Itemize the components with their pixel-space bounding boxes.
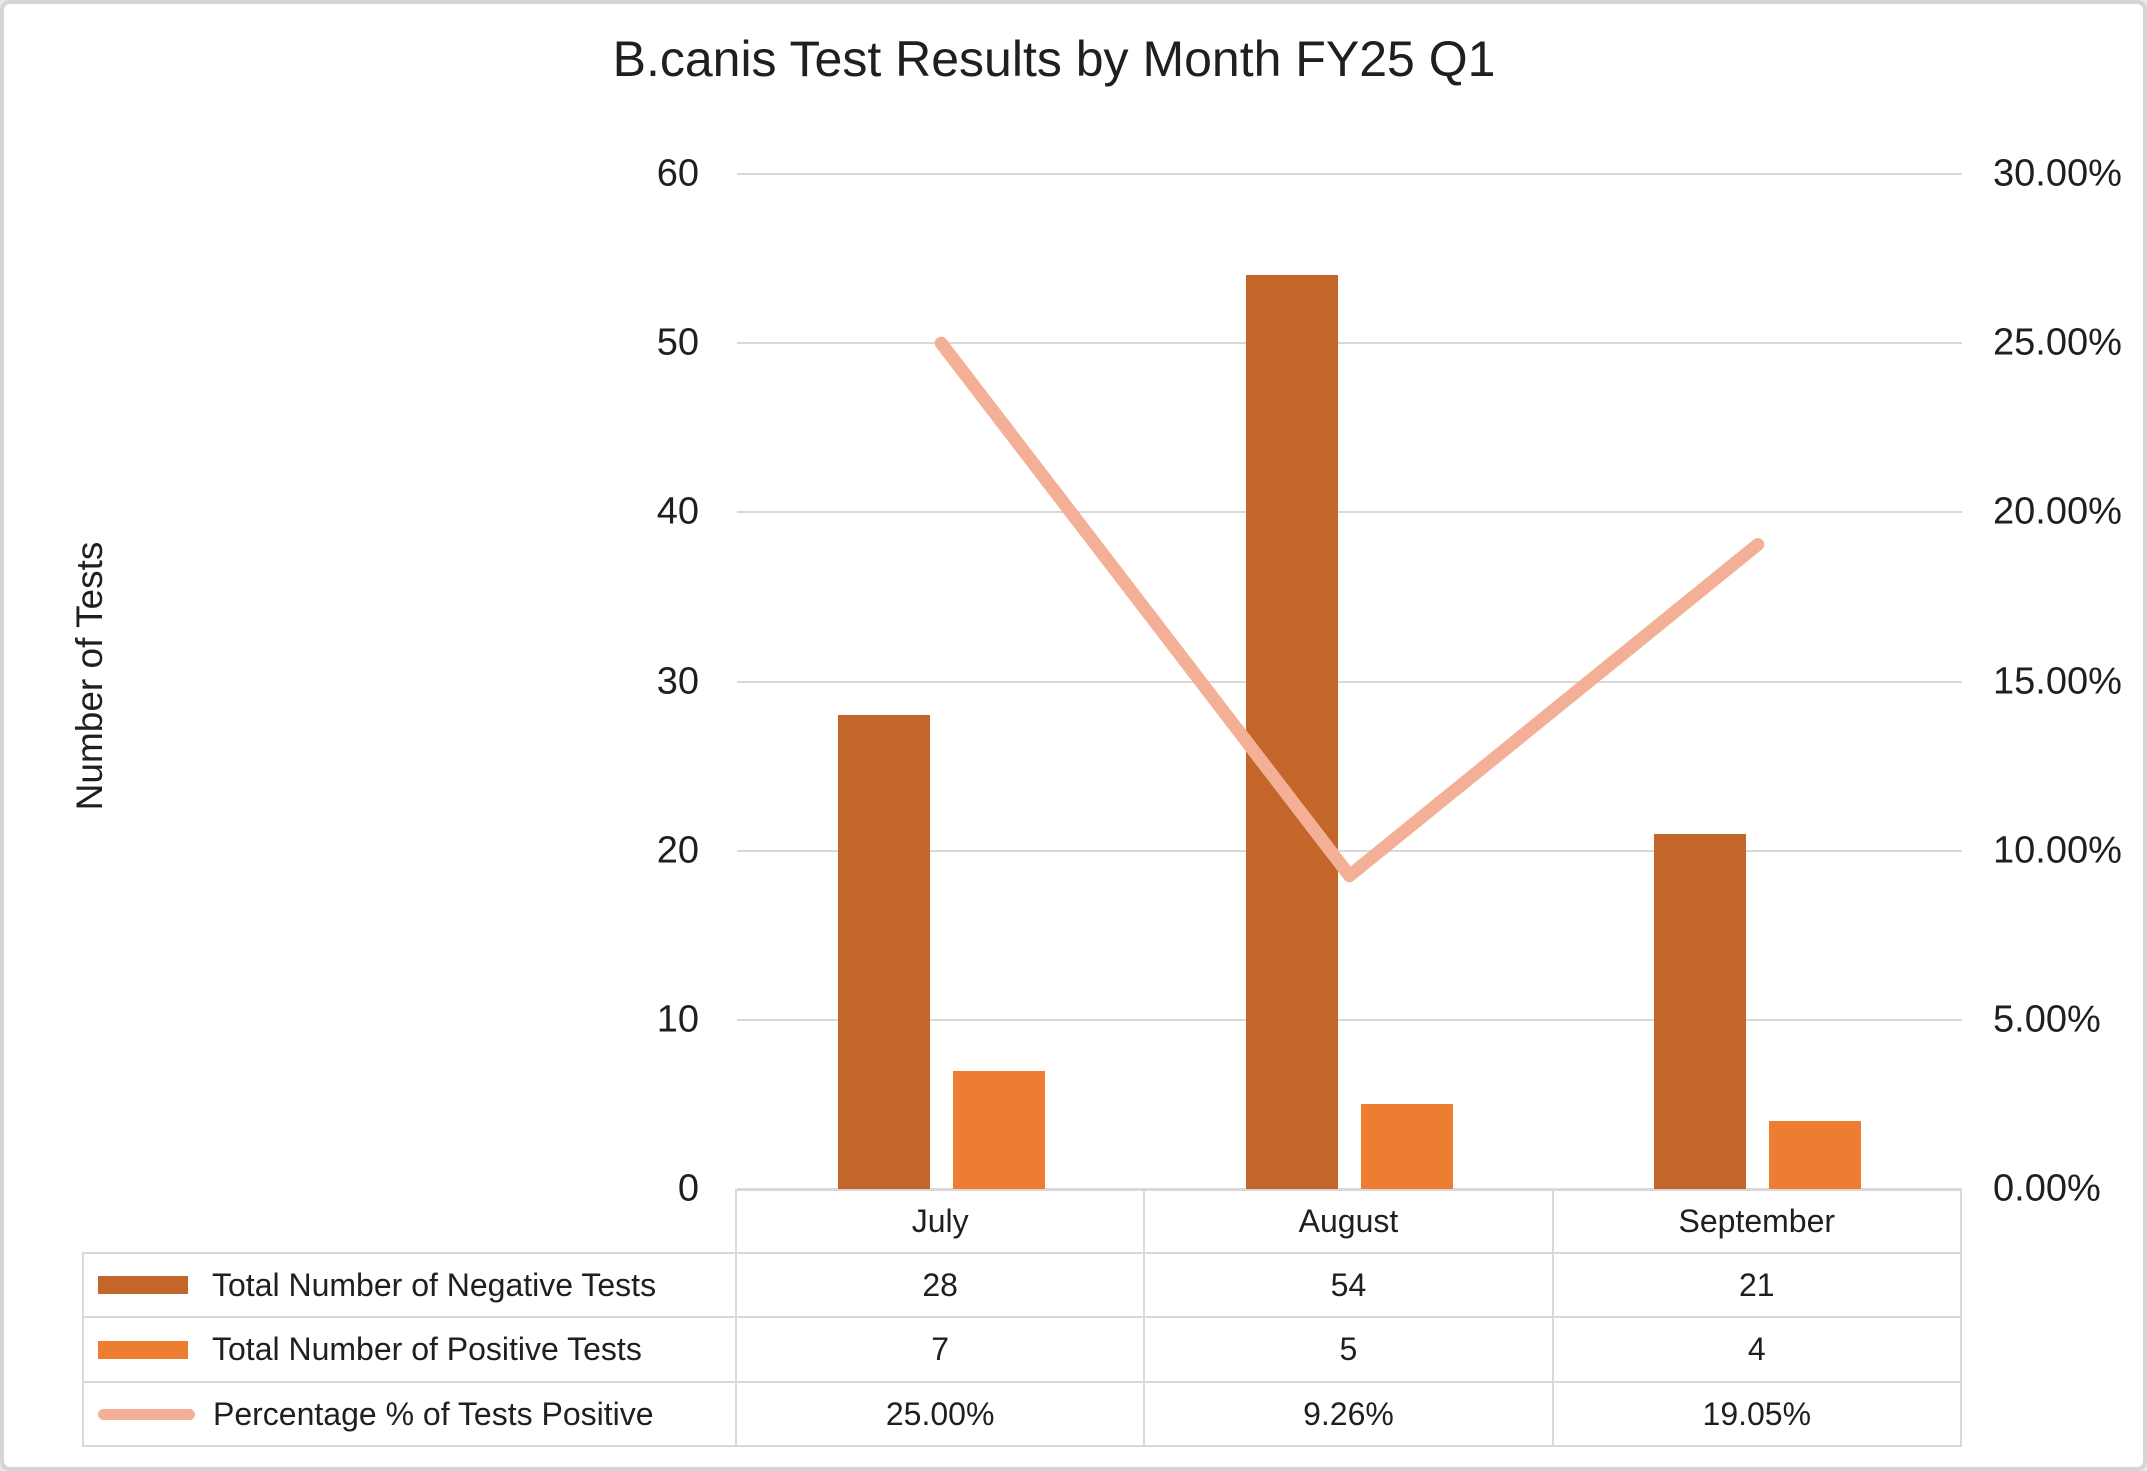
- right-axis-tick-label: 5.00%: [1993, 998, 2101, 1041]
- right-axis-tick-label: 25.00%: [1993, 321, 2122, 364]
- gridline: [737, 173, 1962, 175]
- bar-group-september: [1554, 174, 1962, 1189]
- data-table: July August September Total Number of Negat…: [82, 1189, 1962, 1447]
- table-category-header-july: July: [737, 1189, 1146, 1254]
- plot-area: [737, 173, 1962, 1190]
- right-axis-tick-label: 30.00%: [1993, 152, 2122, 195]
- table-value-negative-july: 28: [737, 1254, 1146, 1318]
- right-axis-tick-label: 15.00%: [1993, 660, 2122, 702]
- bar-negative-july: [837, 715, 930, 1189]
- gridline: [737, 1018, 1962, 1021]
- legend-label-negative: Total Number of Negative Tests: [212, 1266, 657, 1303]
- gridline: [737, 511, 1962, 514]
- legend-row-negative: Total Number of Negative Tests: [82, 1254, 737, 1318]
- gridline: [737, 849, 1962, 852]
- left-axis-tick-label: 50: [656, 321, 699, 364]
- percentage-line: [934, 336, 1765, 883]
- table-value-positive-september: 4: [1553, 1318, 1962, 1383]
- bar-positive-august: [1360, 1104, 1453, 1189]
- table-corner-blank: [82, 1189, 737, 1254]
- table-value-negative-august: 54: [1145, 1254, 1554, 1318]
- left-axis-tick-label: 20: [656, 829, 699, 872]
- legend-swatch-negative: [98, 1276, 188, 1294]
- right-axis-tick-label: 10.00%: [1993, 829, 2122, 872]
- bar-positive-september: [1769, 1121, 1862, 1189]
- legend-row-positive: Total Number of Positive Tests: [82, 1318, 737, 1383]
- gridline: [737, 680, 1962, 683]
- table-value-negative-september: 21: [1553, 1254, 1962, 1318]
- chart-title: B.canis Test Results by Month FY25 Q1: [612, 31, 1496, 87]
- bar-group-august: [1145, 174, 1553, 1189]
- table-value-percentage-august: 9.26%: [1145, 1383, 1554, 1447]
- right-axis-tick-label: 20.00%: [1993, 490, 2122, 533]
- left-axis-tick-label: 0: [677, 1167, 699, 1210]
- legend-row-percentage: Percentage % of Tests Positive: [82, 1383, 737, 1447]
- table-value-percentage-september: 19.05%: [1553, 1383, 1962, 1447]
- legend-swatch-positive: [98, 1340, 188, 1359]
- table-value-positive-august: 5: [1145, 1318, 1554, 1383]
- left-axis-tick-label: 60: [656, 152, 699, 195]
- table-category-header-august: August: [1145, 1189, 1554, 1254]
- bar-negative-september: [1654, 834, 1747, 1189]
- left-axis-tick-label: 40: [656, 490, 699, 533]
- legend-swatch-percentage: [98, 1408, 195, 1420]
- table-value-percentage-july: 25.00%: [737, 1383, 1146, 1447]
- gridline: [737, 342, 1962, 345]
- line-series-layer: [934, 336, 1765, 883]
- bar-positive-july: [952, 1071, 1045, 1189]
- right-axis-tick-label: 0.00%: [1993, 1167, 2101, 1210]
- y-axis-title: Number of Tests: [69, 541, 110, 811]
- left-axis-tick-label: 30: [656, 660, 699, 702]
- bar-group-july: [737, 174, 1145, 1189]
- table-category-header-september: September: [1553, 1189, 1962, 1254]
- bar-negative-august: [1245, 275, 1338, 1189]
- legend-label-positive: Total Number of Positive Tests: [212, 1331, 642, 1367]
- table-value-positive-july: 7: [737, 1318, 1146, 1383]
- left-axis-tick-label: 10: [656, 998, 699, 1041]
- legend-label-percentage: Percentage % of Tests Positive: [213, 1395, 654, 1432]
